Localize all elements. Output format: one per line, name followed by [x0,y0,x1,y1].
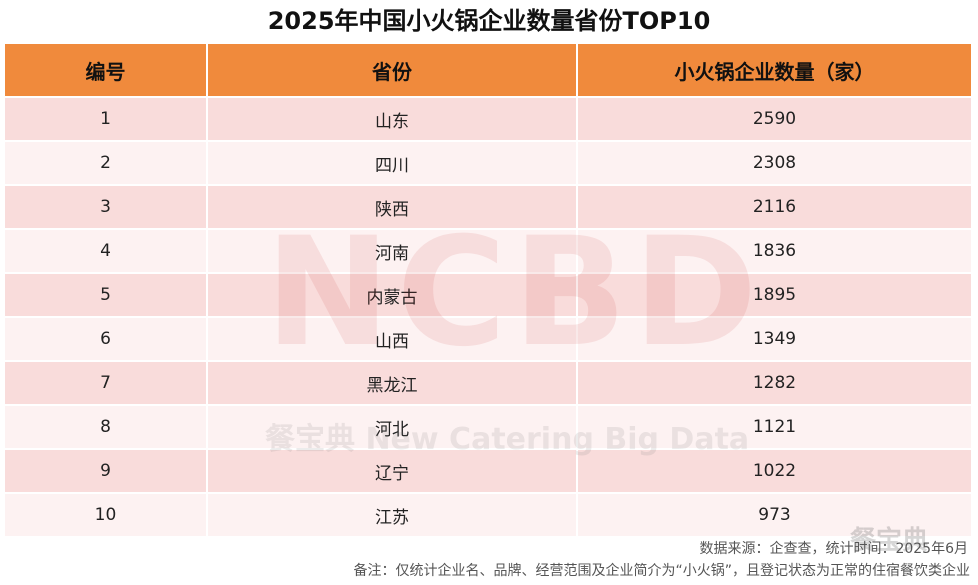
cell-count: 1895 [577,272,971,317]
footnote: 备注：仅统计企业名、品牌、经营范围及企业简介为“小火锅”，且登记状态为正常的住宿… [353,563,970,579]
data-table: 编号 省份 小火锅企业数量（家） 1 山东 2590 2 四川 2308 3 陕… [5,44,971,536]
table-row: 10 江苏 973 [5,492,971,536]
cell-count: 1022 [577,448,971,493]
cell-province: 山东 [207,96,578,141]
table-row: 5 内蒙古 1895 [5,272,971,317]
table-row: 1 山东 2590 [5,96,971,141]
column-header-province: 省份 [207,44,578,97]
data-source-note: 数据来源：企查查，统计时间：2025年6月 [699,541,968,557]
cell-count: 1121 [577,404,971,449]
cell-province: 河北 [207,404,578,449]
cell-number: 8 [5,404,208,449]
column-header-number: 编号 [5,44,208,97]
page-title: 2025年中国小火锅企业数量省份TOP10 [267,7,711,35]
cell-count: 1282 [577,360,971,405]
cell-province: 陕西 [207,184,578,229]
table-header-row: 编号 省份 小火锅企业数量（家） [5,44,971,97]
cell-count: 1836 [577,228,971,273]
cell-number: 10 [5,492,208,536]
table-row: 7 黑龙江 1282 [5,360,971,405]
cell-count: 2590 [577,96,971,141]
cell-count: 1349 [577,316,971,361]
cell-province: 河南 [207,228,578,273]
column-header-count: 小火锅企业数量（家） [577,44,971,97]
cell-number: 4 [5,228,208,273]
cell-province: 黑龙江 [207,360,578,405]
cell-number: 2 [5,140,208,185]
cell-count: 2116 [577,184,971,229]
table-row: 2 四川 2308 [5,140,971,185]
cell-number: 5 [5,272,208,317]
cell-number: 3 [5,184,208,229]
cell-number: 9 [5,448,208,493]
cell-number: 1 [5,96,208,141]
cell-province: 江苏 [207,492,578,536]
table-row: 8 河北 1121 [5,404,971,449]
cell-number: 6 [5,316,208,361]
table-row: 6 山西 1349 [5,316,971,361]
cell-count: 973 [577,492,971,536]
table-row: 4 河南 1836 [5,228,971,273]
cell-province: 内蒙古 [207,272,578,317]
table-row: 9 辽宁 1022 [5,448,971,493]
cell-province: 山西 [207,316,578,361]
cell-province: 四川 [207,140,578,185]
cell-number: 7 [5,360,208,405]
cell-count: 2308 [577,140,971,185]
cell-province: 辽宁 [207,448,578,493]
table-row: 3 陕西 2116 [5,184,971,229]
